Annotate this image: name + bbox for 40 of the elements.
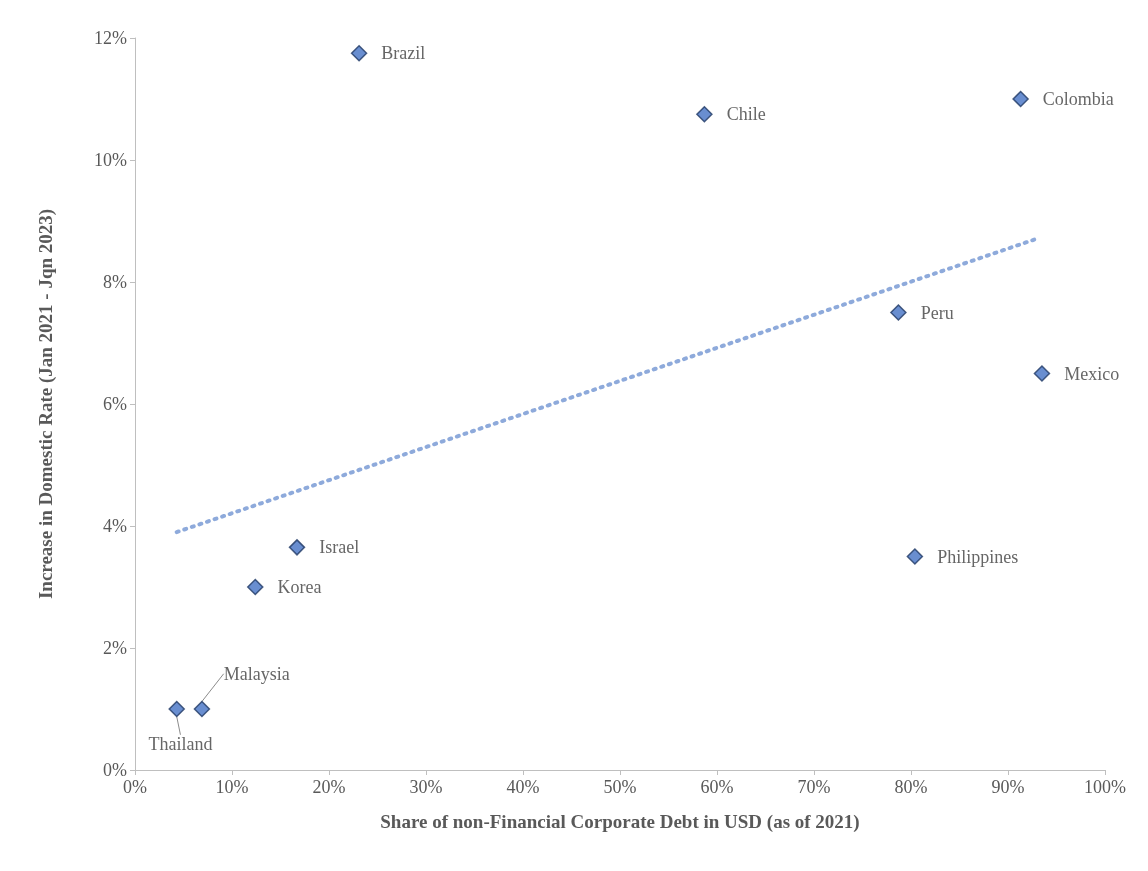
x-axis-title: Share of non-Financial Corporate Debt in USD (as of 2021) [380,811,860,833]
x-tick-label: 100% [1084,777,1126,797]
point [168,700,185,718]
y-tick-label: 2% [103,638,127,658]
x-tick-label: 40% [506,777,540,797]
y-tick-label: 4% [103,516,127,536]
x-tick-label: 10% [215,777,249,797]
annotation: Colombia [1042,89,1114,109]
x-tick-label: 50% [603,777,637,797]
y-tick-label: 0% [103,760,127,780]
x-tick-label: 0% [123,777,147,797]
point [350,45,368,62]
annotation: Thailand [148,733,213,754]
x-tick-label: 30% [409,777,443,797]
point [1012,90,1029,108]
point [247,578,264,596]
x-tick-label: 20% [312,777,346,797]
y-axis-title: Increase in Domestic Rate (Jan 2021 - Jqn 2023) [35,208,57,600]
point [696,106,713,123]
annotation: Israel [319,537,360,558]
y-tick-label: 8% [103,272,127,292]
y-tick-label: 12% [94,28,127,48]
point [890,304,907,321]
annotation: Philippines [937,546,1019,567]
annotation: Chile [726,104,766,125]
annotation: Brazil [381,43,426,64]
x-tick-label: 70% [797,777,831,797]
x-tick-label: 80% [894,777,928,797]
point [1033,365,1051,382]
y-tick-label: 6% [103,394,127,414]
annotation: Peru [920,302,954,323]
annotation: Korea [277,577,322,597]
x-tick-label: 60% [700,777,734,797]
point [906,548,924,565]
annotation: Mexico [1064,363,1120,384]
annotation: Malaysia [223,663,290,684]
point [193,700,211,718]
x-tick-label: 90% [991,777,1025,797]
y-tick-label: 10% [94,150,127,170]
point [288,539,306,556]
